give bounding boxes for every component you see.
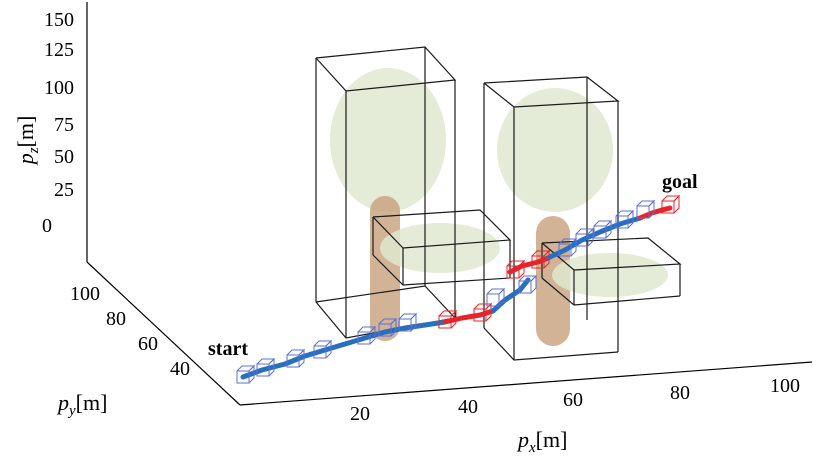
trajectory-segment: [637, 205, 673, 221]
x-tick-label: 60: [563, 389, 583, 411]
waypoint-cube: [531, 249, 551, 269]
trajectory-segment: [240, 319, 448, 380]
x-tick-label: 20: [350, 403, 370, 425]
trunk-cylinder: [370, 196, 400, 341]
z-axis-label: pz[m]: [13, 116, 42, 167]
waypoint-cube: [256, 357, 276, 377]
tree-left: [330, 68, 500, 341]
waypoint-cube: [486, 287, 506, 307]
obstacle-box-left: [315, 46, 457, 339]
z-tick-label: 125: [44, 39, 74, 61]
y-axis-line: [86, 261, 241, 406]
x-tick-labels: 20 40 60 80 100: [350, 375, 800, 425]
y-tick-label: 60: [138, 333, 158, 355]
z-tick-label: 0: [42, 215, 52, 237]
waypoint-cube: [313, 339, 333, 359]
waypoint-markers: [236, 194, 681, 384]
trajectory: [240, 205, 673, 380]
z-tick-label: 150: [44, 9, 74, 31]
waypoint-cube: [575, 227, 595, 247]
tree-right: [497, 88, 668, 346]
z-tick-label: 25: [54, 179, 74, 201]
x-tick-label: 80: [670, 382, 690, 404]
foliage-ellipsoid: [330, 68, 446, 212]
foliage-ellipsoid: [497, 88, 613, 212]
z-tick-label: 75: [54, 114, 74, 136]
waypoint-cube: [593, 219, 613, 239]
y-tick-label: 100: [70, 283, 100, 305]
x-tick-label: 40: [458, 396, 478, 418]
y-tick-labels: 100 80 60 40: [70, 283, 190, 380]
waypoint-cube: [506, 259, 526, 279]
waypoint-cube: [518, 274, 538, 294]
z-tick-labels: 150 125 100 75 50 25 0: [42, 9, 74, 237]
trunk-cylinder: [536, 216, 570, 346]
z-tick-label: 50: [54, 146, 74, 168]
x-axis-label: px[m]: [516, 427, 567, 456]
y-tick-label: 40: [170, 358, 190, 380]
y-tick-label: 80: [106, 308, 126, 330]
low-foliage: [552, 253, 668, 297]
y-axis-label: py[m]: [56, 390, 107, 419]
waypoint-cube: [438, 309, 458, 329]
waypoint-cube: [398, 312, 418, 332]
waypoint-cube: [615, 209, 635, 229]
start-label: start: [208, 338, 248, 360]
waypoint-cube: [661, 194, 681, 214]
waypoint-cube: [286, 348, 306, 368]
waypoint-cube: [236, 364, 256, 384]
waypoint-cube: [636, 199, 656, 219]
x-axis-line: [239, 361, 813, 406]
z-tick-label: 100: [44, 77, 74, 99]
axis-frame: [86, 2, 813, 406]
waypoint-cube: [378, 317, 398, 337]
trajectory-segment: [507, 255, 551, 275]
waypoint-cube: [357, 325, 377, 345]
goal-label: goal: [662, 171, 698, 193]
low-foliage: [380, 223, 500, 273]
x-tick-label: 100: [770, 375, 800, 397]
trajectory-segment: [545, 215, 643, 261]
